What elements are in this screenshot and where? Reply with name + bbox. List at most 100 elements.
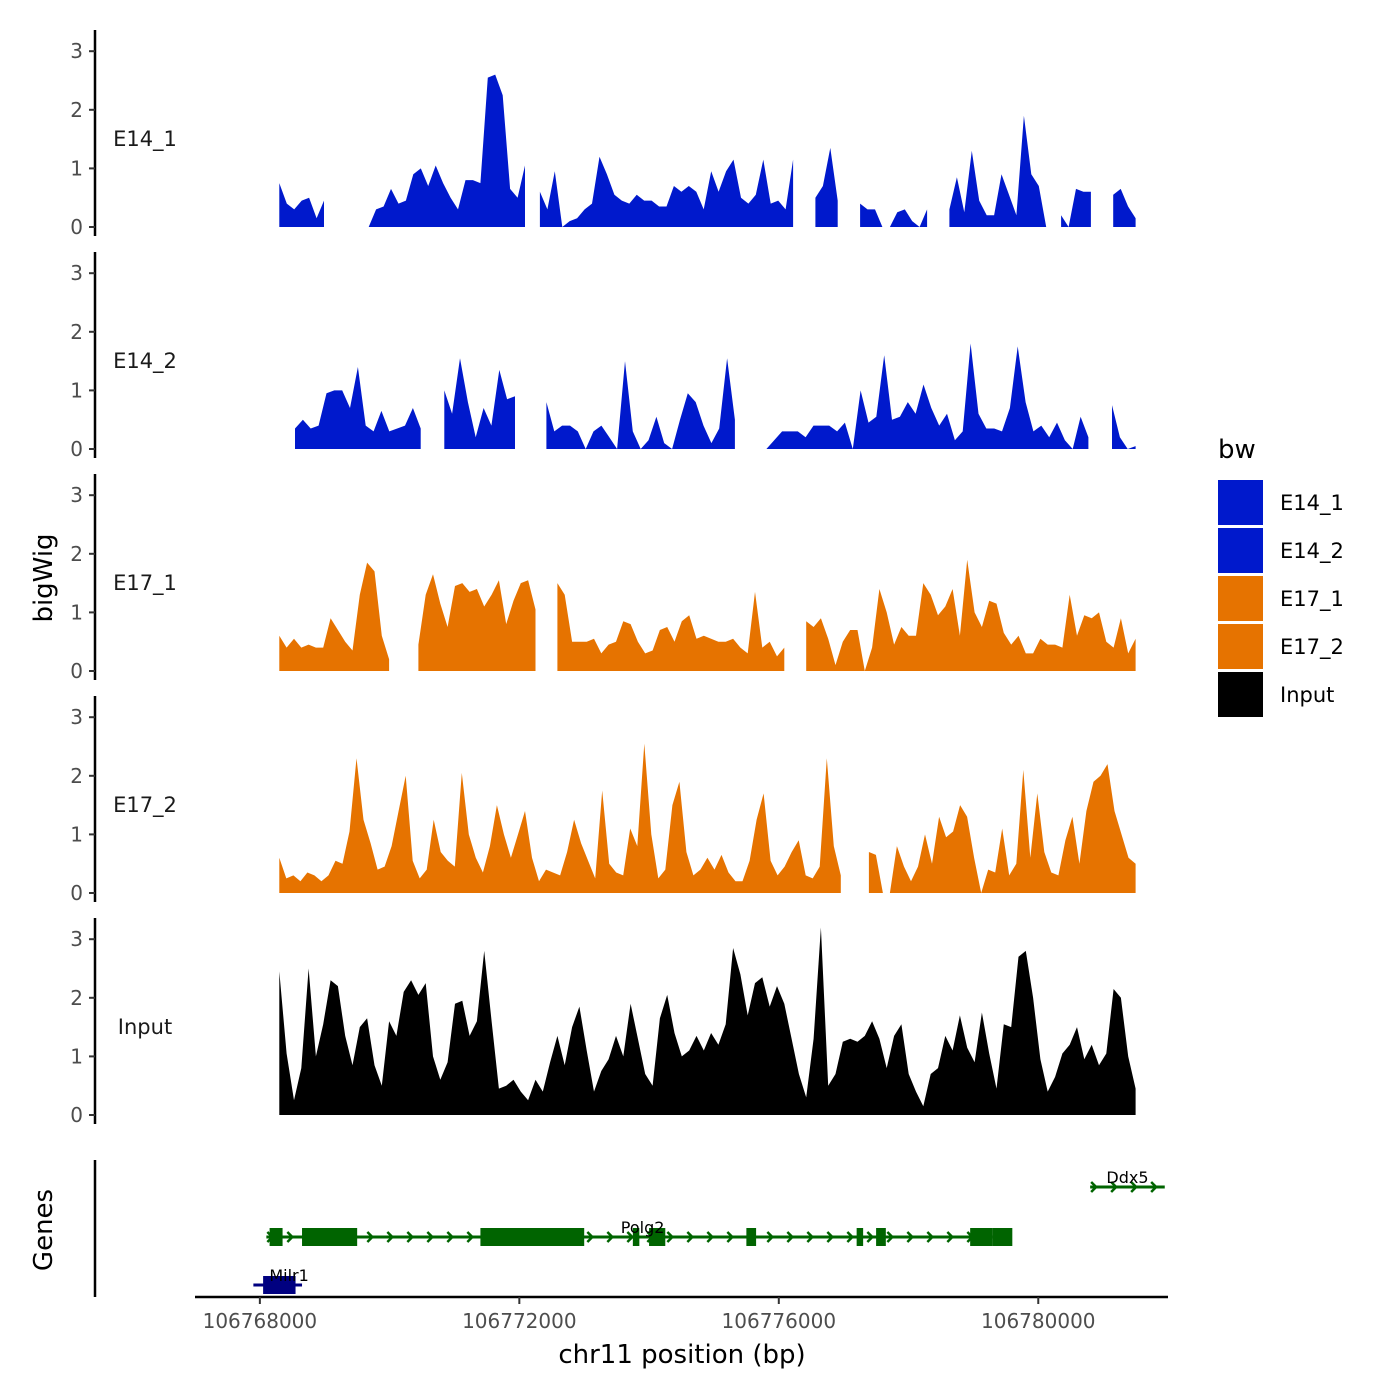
legend-label: Input	[1280, 683, 1334, 707]
legend-label: E17_2	[1280, 635, 1344, 660]
strand-arrow	[926, 1231, 935, 1243]
track-Input: 0 1 2 3 Input	[70, 918, 1136, 1127]
strand-arrow	[626, 1231, 635, 1243]
strand-arrow	[1150, 1181, 1158, 1193]
coverage-area	[949, 115, 1047, 227]
y-tick-label: 3	[70, 39, 83, 63]
x-axis: 106768000 106772000 106776000 106780000	[195, 1295, 1168, 1333]
strand-arrow	[366, 1231, 375, 1243]
y-tick-label: 2	[70, 764, 83, 788]
y-tick-label: 0	[70, 437, 83, 461]
legend-swatch	[1218, 576, 1263, 621]
strand-arrow	[586, 1231, 595, 1243]
strand-arrow	[1130, 1181, 1138, 1193]
y-tick-label: 2	[70, 320, 83, 344]
gene-exon	[992, 1228, 1013, 1246]
gene-exon	[970, 1228, 993, 1246]
x-tick-label: 106780000	[981, 1309, 1096, 1333]
coverage-area	[539, 156, 794, 227]
strand-arrow	[466, 1231, 475, 1243]
y-tick-label: 3	[70, 483, 83, 507]
y-tick-label: 0	[70, 215, 83, 239]
x-axis-title: chr11 position (bp)	[558, 1340, 805, 1370]
y-tick-label: 0	[70, 659, 83, 683]
strand-arrow	[386, 1231, 395, 1243]
x-tick-label: 106776000	[722, 1309, 837, 1333]
coverage-area	[1112, 405, 1136, 449]
gene-exon	[480, 1228, 585, 1246]
coverage-area	[418, 574, 536, 671]
legend-swatch	[1218, 528, 1263, 573]
legend-swatch	[1218, 624, 1263, 669]
coverage-area	[353, 74, 525, 227]
track-E14_2: 0 1 2 3 E14_2	[70, 252, 1136, 461]
legend-swatch	[1218, 480, 1263, 525]
coverage-area	[279, 183, 324, 227]
track-E17_1: 0 1 2 3 E17_1	[70, 474, 1136, 683]
legend: bw E14_1 E14_2 E17_1 E17_2 Input	[1218, 435, 1344, 717]
legend-swatch	[1218, 672, 1263, 717]
gene-Polg2: Polg2	[266, 1218, 1013, 1246]
strand-arrow	[786, 1231, 795, 1243]
gene-exon	[632, 1228, 640, 1246]
legend-title: bw	[1218, 435, 1256, 465]
track-label: E14_1	[113, 127, 177, 152]
strand-arrow	[406, 1231, 415, 1243]
y-tick-label: 3	[70, 261, 83, 285]
coverage-area	[860, 203, 928, 227]
gene-exon	[649, 1228, 666, 1246]
coverage-area	[279, 927, 1136, 1115]
y-tick-label: 1	[70, 600, 83, 624]
track-label: E17_2	[113, 793, 177, 818]
y-tick-label: 2	[70, 98, 83, 122]
strand-arrow	[806, 1231, 815, 1243]
y-tick-label: 2	[70, 986, 83, 1010]
strand-arrow	[1090, 1181, 1098, 1193]
gene-exon	[746, 1228, 757, 1246]
coverage-area	[444, 358, 515, 449]
gene-label: Ddx5	[1106, 1168, 1148, 1187]
gene-exon	[876, 1228, 886, 1246]
strand-arrow	[1110, 1181, 1118, 1193]
legend-label: E14_1	[1280, 491, 1344, 516]
coverage-area	[1061, 188, 1091, 227]
coverage-area	[546, 358, 735, 449]
coverage-area	[868, 764, 1136, 893]
strand-arrow	[946, 1231, 955, 1243]
coverage-area	[1113, 188, 1136, 227]
x-tick-label: 106772000	[462, 1309, 577, 1333]
gene-exon	[302, 1228, 358, 1246]
coverage-area	[758, 343, 1089, 449]
y-axis-title: bigWig	[29, 533, 59, 622]
strand-arrow	[866, 1231, 875, 1243]
coverage-area	[557, 583, 785, 671]
strand-arrow	[846, 1231, 855, 1243]
coverage-area	[279, 743, 841, 893]
coverage-area	[279, 562, 390, 671]
track-label: E17_1	[113, 571, 177, 596]
y-tick-label: 1	[70, 1044, 83, 1068]
x-tick-label: 106768000	[203, 1309, 318, 1333]
y-tick-label: 0	[70, 1103, 83, 1127]
y-tick-label: 2	[70, 542, 83, 566]
track-label: E14_2	[113, 349, 177, 374]
strand-arrow	[706, 1231, 715, 1243]
coverage-area	[295, 367, 421, 449]
coverage-area	[815, 147, 838, 227]
legend-label: E14_2	[1280, 539, 1344, 564]
strand-arrow	[906, 1231, 915, 1243]
gene-Ddx5: Ddx5	[1090, 1168, 1165, 1193]
gene-exon	[856, 1228, 864, 1246]
gene-label: Polg2	[621, 1218, 665, 1237]
strand-arrow	[766, 1231, 775, 1243]
y-tick-label: 3	[70, 705, 83, 729]
gene-Milr1: Milr1	[253, 1266, 309, 1294]
genes-axis-title: Genes	[29, 1189, 59, 1271]
y-tick-label: 1	[70, 822, 83, 846]
track-E14_1: 0 1 2 3 E14_1	[70, 30, 1136, 239]
legend-label: E17_1	[1280, 587, 1344, 612]
gene-exon	[269, 1228, 283, 1246]
y-tick-label: 1	[70, 156, 83, 180]
gene-exon	[263, 1276, 296, 1294]
